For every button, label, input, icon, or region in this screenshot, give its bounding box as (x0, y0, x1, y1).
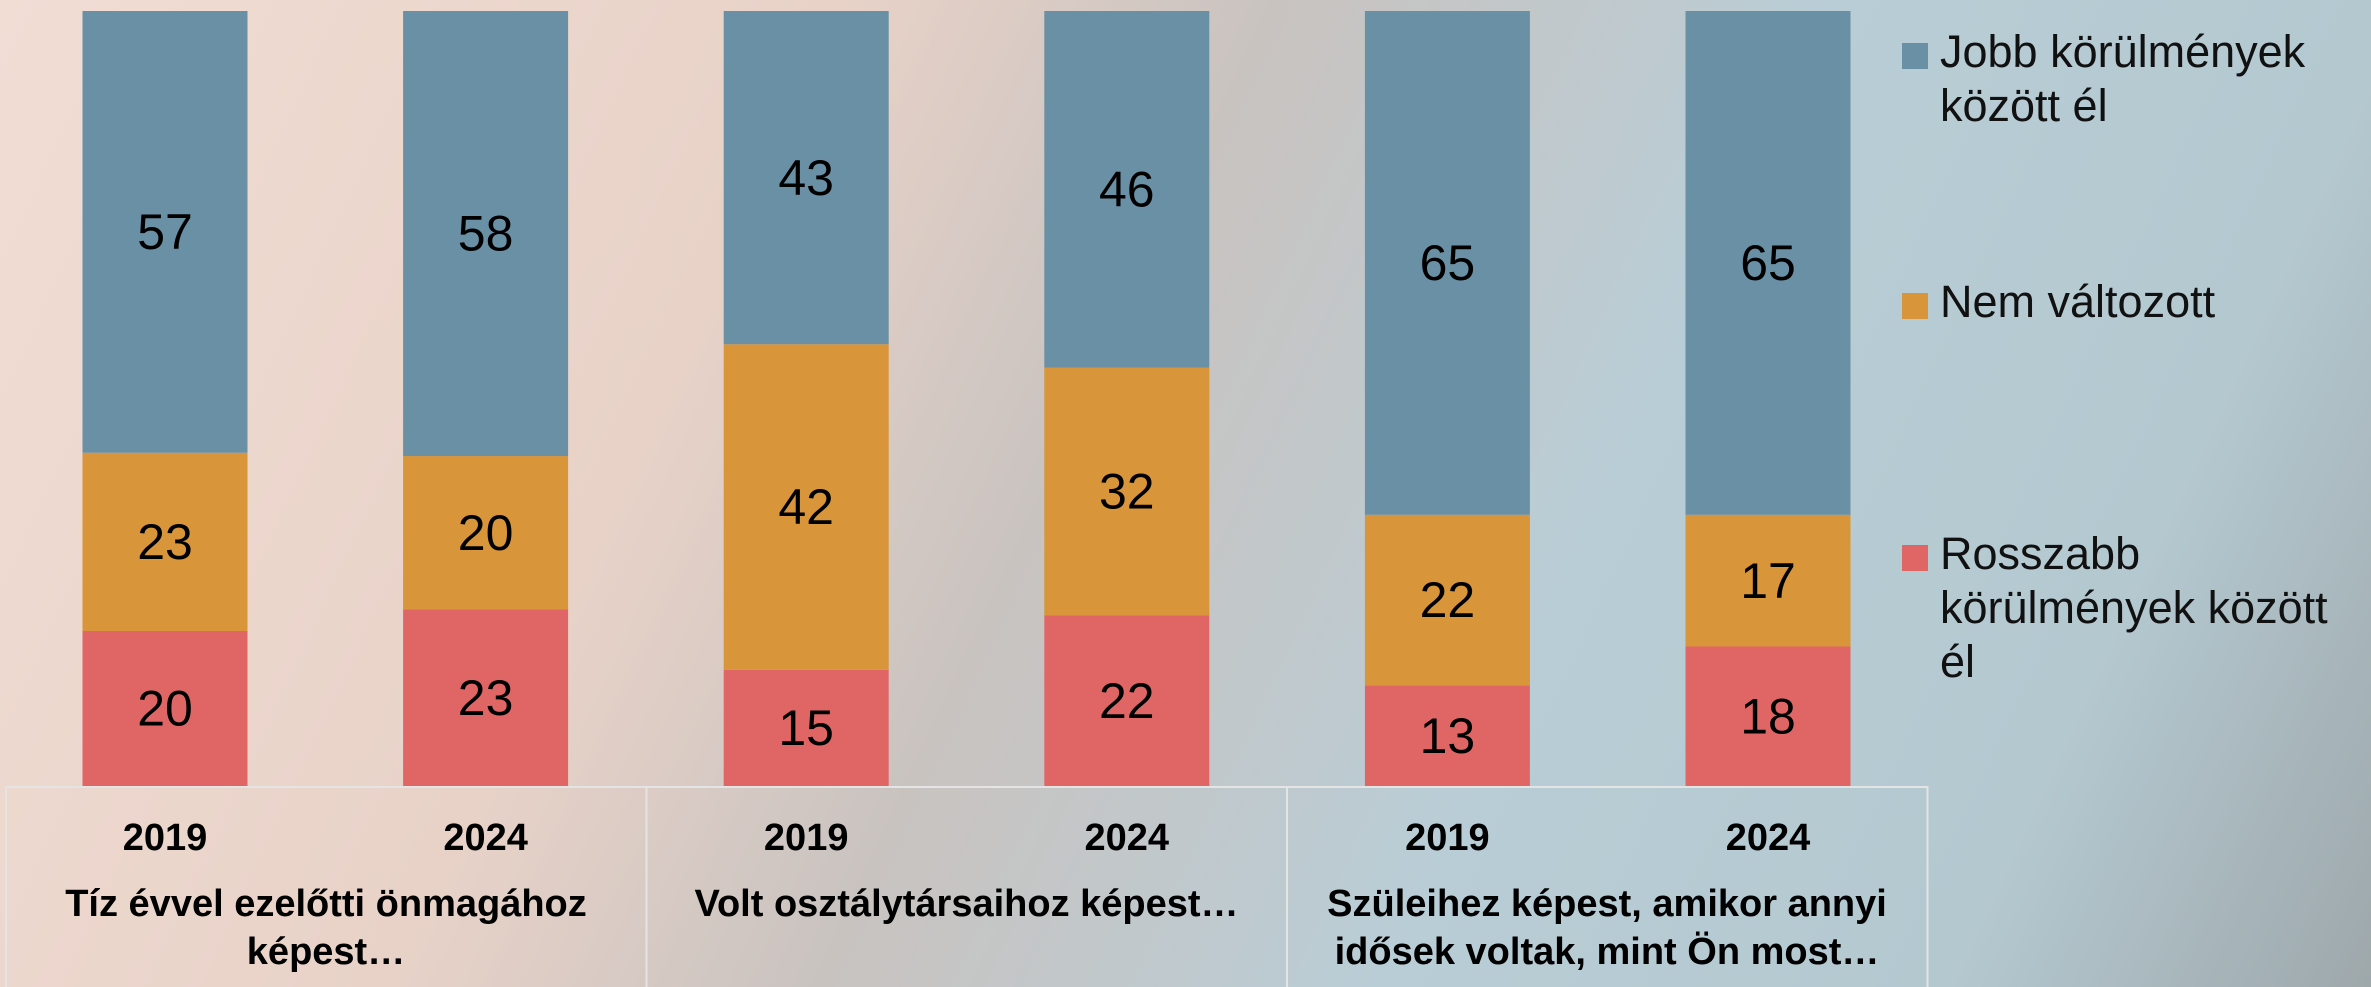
x-tick-label: 2024 (1726, 817, 1811, 859)
data-label: 22 (1420, 572, 1476, 628)
data-label: 23 (137, 514, 193, 570)
x-tick-label: 2024 (443, 817, 528, 859)
chart: 20 23 57 2019 23 20 58 2024 15 42 43 2019 22 32 46 2024… (0, 0, 2371, 987)
data-label: 22 (1099, 673, 1155, 729)
x-tick-label: 2024 (1085, 817, 1170, 859)
plot: 20 23 57 2019 23 20 58 2024 15 42 43 2019 22 32 46 2024… (0, 0, 2371, 987)
legend-swatch (1902, 43, 1928, 69)
legend-label: Nem változott (1940, 275, 2360, 329)
data-label: 23 (458, 670, 514, 726)
legend-swatch (1902, 545, 1928, 571)
legend-label: Rosszabb körülmények között él (1940, 527, 2360, 689)
data-label: 20 (458, 505, 514, 561)
data-label: 43 (778, 150, 834, 206)
data-label: 65 (1740, 235, 1796, 291)
group-label: Tíz évvel ezelőtti önmagához képest… (6, 880, 646, 976)
data-label: 42 (778, 479, 834, 535)
data-label: 57 (137, 204, 193, 260)
group-label: Volt osztálytársaihoz képest… (647, 880, 1287, 928)
data-label: 18 (1740, 688, 1796, 744)
data-label: 65 (1420, 235, 1476, 291)
data-label: 15 (778, 700, 834, 756)
legend-label: Jobb körülmények között él (1940, 25, 2360, 133)
data-label: 46 (1099, 161, 1155, 217)
data-label: 13 (1420, 708, 1476, 764)
data-label: 20 (137, 681, 193, 737)
x-tick-label: 2019 (764, 817, 849, 859)
x-tick-label: 2019 (1405, 817, 1490, 859)
legend-swatch (1902, 293, 1928, 319)
x-tick-label: 2019 (123, 817, 208, 859)
data-label: 58 (458, 206, 514, 262)
data-label: 32 (1099, 464, 1155, 520)
group-label: Szüleihez képest, amikor annyi idősek vo… (1287, 880, 1927, 976)
data-label: 17 (1740, 553, 1796, 609)
